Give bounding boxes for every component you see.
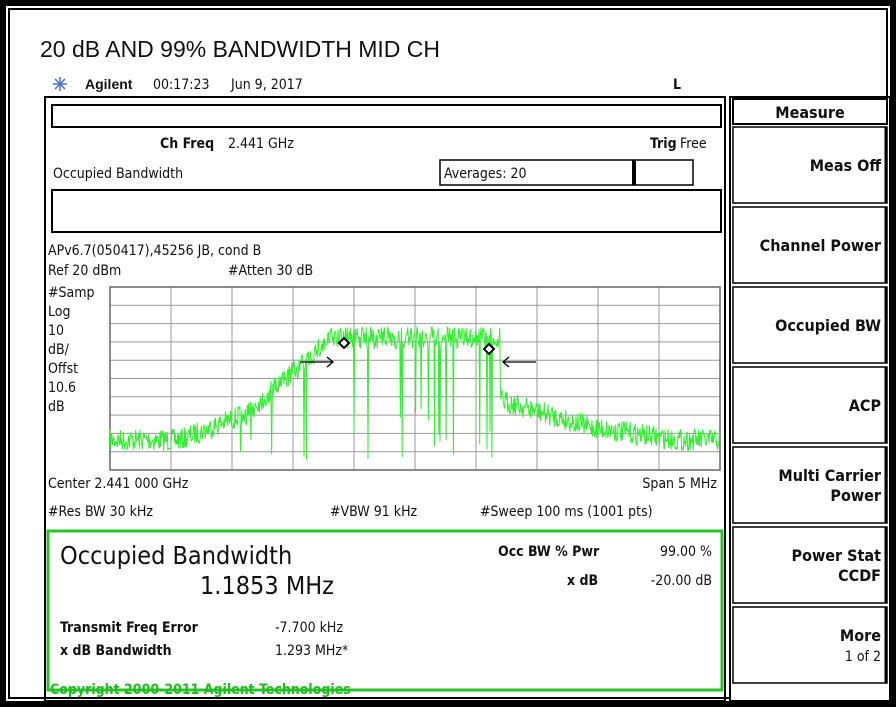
xdb-value: -20.00 dB (651, 573, 712, 589)
scale-label: 10 (48, 323, 64, 339)
softkey[interactable] (732, 526, 888, 604)
info: APv6.7(050417),45256 JB, cond B (48, 243, 261, 259)
marker (337, 336, 351, 350)
center-freq: Center 2.441 000 GHz (48, 476, 189, 492)
vbw: #VBW 91 kHz (330, 504, 418, 520)
softkey[interactable] (732, 446, 888, 524)
softkey[interactable] (732, 606, 888, 684)
softkey-label: Occupied BW (775, 316, 881, 335)
tfe-value: -7.700 kHz (275, 620, 343, 636)
tfe-label: Transmit Freq Error (60, 620, 199, 636)
ref-level: Ref 20 dBm (48, 263, 121, 279)
trace (109, 325, 721, 460)
brand: Agilent (85, 76, 133, 92)
status-flag: L (673, 77, 681, 93)
occ-bw-label: Occ BW % Pwr (498, 544, 600, 560)
message-bar (51, 104, 722, 128)
ch-freq-value: 2.441 GHz (228, 136, 294, 152)
occ-bw-value: 99.00 % (660, 544, 712, 560)
scale-label: 10.6 (48, 380, 76, 396)
date: Jun 9, 2017 (230, 77, 303, 93)
graticule (109, 286, 721, 471)
logo (53, 77, 67, 91)
sweep: #Sweep 100 ms (1001 pts) (480, 504, 653, 520)
scale-label: Offst (48, 361, 78, 377)
softkey-title-box (732, 98, 888, 125)
results-box (46, 529, 724, 692)
scale-label: Log (48, 304, 70, 320)
screen-border (44, 96, 726, 702)
title: 20 dB AND 99% BANDWIDTH MID CH (40, 36, 440, 62)
res-bw: #Res BW 30 kHz (48, 504, 153, 520)
trig-value: Free (680, 136, 707, 152)
softkey-label: Channel Power (760, 236, 882, 255)
results-title: Occupied Bandwidth (60, 541, 292, 570)
softkey-label: Meas Off (810, 156, 882, 175)
scale-label: #Samp (48, 285, 95, 301)
softkeys: Meas Off Channel Power Occupied BW ACP Multi… (732, 126, 888, 684)
input-box (51, 189, 722, 233)
scale-labels: #Samp Log 10 dB/Offst 10.6 dB (48, 285, 95, 415)
span: Span 5 MHz (642, 476, 717, 492)
scale-label: dB (48, 399, 65, 415)
softkey-label: CCDF (838, 566, 881, 585)
softkey-label: 1 of 2 (845, 649, 881, 665)
softkey-label: More (840, 626, 881, 645)
softkey-label: ACP (849, 396, 881, 415)
softkey[interactable] (732, 366, 888, 444)
softkey-label: Multi Carrier (778, 466, 882, 485)
softkey[interactable] (732, 286, 888, 364)
averages-box (439, 159, 694, 186)
xdb-bw-label: x dB Bandwidth (60, 643, 172, 659)
results-value: 1.1853 MHz (200, 571, 334, 600)
trig-label: Trig (650, 136, 677, 152)
marker (482, 342, 496, 356)
attenuation: #Atten 30 dB (228, 263, 313, 279)
softkey-label: Power (830, 486, 882, 505)
softkey-label: Power Stat (792, 546, 882, 565)
softkey[interactable] (732, 206, 888, 284)
graticule-border (109, 286, 721, 471)
arrow-right (300, 356, 335, 368)
scale-label: dB/ (48, 342, 70, 358)
xdb-label: x dB (567, 573, 598, 589)
softkey-title: Measure (775, 103, 845, 122)
time: 00:17:23 (153, 77, 210, 93)
copyright: Copyright 2000-2011 Agilent Technologies (50, 682, 351, 698)
measurement: Occupied Bandwidth (53, 166, 183, 182)
arrow-left (501, 356, 536, 368)
xdb-bw-value: 1.293 MHz* (275, 643, 348, 659)
averages: Averages: 20 (444, 166, 526, 182)
ch-freq-label: Ch Freq (160, 136, 214, 152)
softkey[interactable] (732, 126, 888, 204)
